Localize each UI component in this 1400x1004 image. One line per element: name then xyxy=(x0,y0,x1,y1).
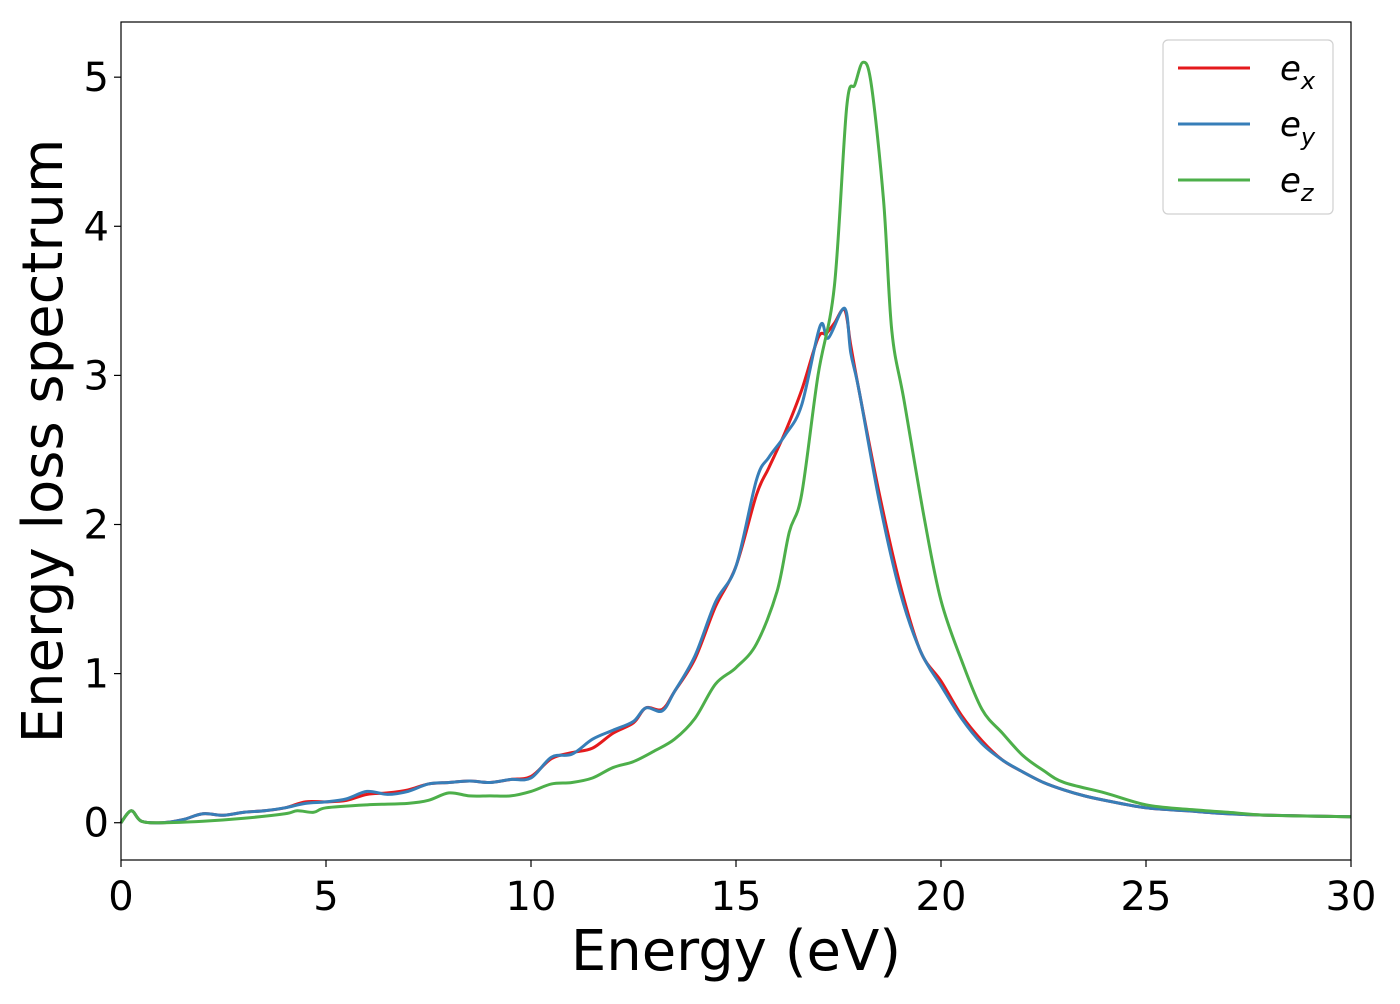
x-tick-label: 15 xyxy=(711,874,762,920)
x-tick-label: 30 xyxy=(1326,874,1377,920)
y-tick-label: 4 xyxy=(84,204,109,250)
y-tick-label: 5 xyxy=(84,55,109,101)
y-tick-label: 3 xyxy=(84,353,109,399)
x-tick-label: 10 xyxy=(506,874,557,920)
y-tick-label: 2 xyxy=(84,503,109,549)
legend-label-ex: ex xyxy=(1280,49,1316,95)
x-tick-label: 0 xyxy=(108,874,133,920)
x-tick-label: 5 xyxy=(313,874,338,920)
plot-area xyxy=(121,22,1351,860)
legend-box xyxy=(1162,39,1334,215)
x-axis-label: Energy (eV) xyxy=(571,919,901,984)
y-axis-label: Energy loss spectrum xyxy=(11,139,76,744)
x-tick-label: 20 xyxy=(916,874,967,920)
series-line-ez xyxy=(119,60,1352,825)
legend: ex ey ez xyxy=(1162,39,1334,215)
legend-label-ey: ey xyxy=(1280,105,1316,151)
y-tick-label: 1 xyxy=(84,652,109,698)
legend-label-ez: ez xyxy=(1280,161,1315,207)
series-line-ey xyxy=(119,306,1352,825)
x-tick-label: 25 xyxy=(1121,874,1172,920)
y-tick-label: 0 xyxy=(84,801,109,847)
